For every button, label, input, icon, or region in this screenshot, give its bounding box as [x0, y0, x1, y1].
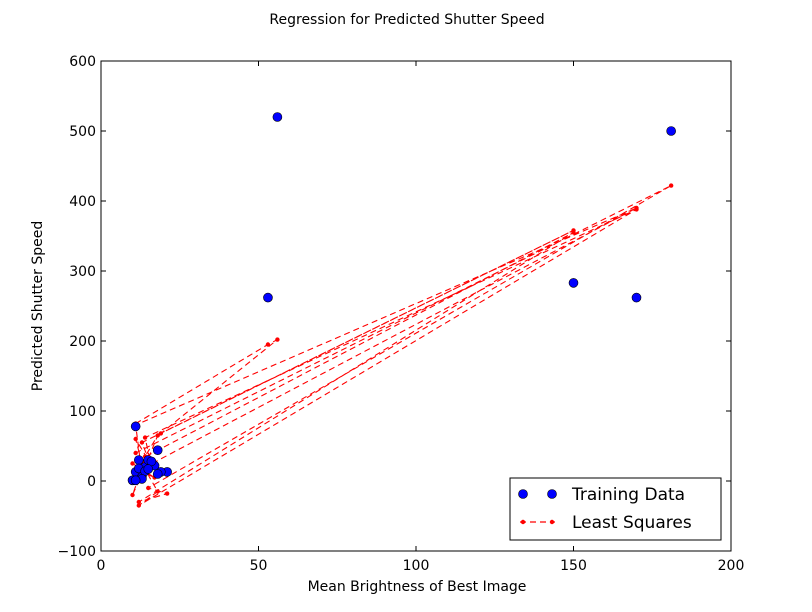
least-squares-point — [146, 485, 151, 491]
y-tick-label: 500 — [69, 124, 96, 140]
x-tick-label: 200 — [718, 558, 745, 574]
legend-training-label: Training Data — [571, 485, 685, 505]
data-layer — [127, 112, 676, 508]
legend: Training Data Least Squares — [509, 477, 722, 541]
least-squares-point — [571, 230, 576, 235]
training-point — [152, 469, 163, 479]
least-squares-point — [130, 492, 135, 498]
x-tick-label: 100 — [403, 558, 430, 574]
chart-title: Regression for Predicted Shutter Speed — [269, 12, 544, 28]
least-squares-point — [142, 435, 148, 440]
training-point — [631, 292, 642, 303]
least-squares-point — [155, 489, 160, 494]
x-axis-label: Mean Brightness of Best Image — [308, 579, 527, 595]
least-squares-point — [133, 436, 138, 442]
least-squares-point — [155, 433, 160, 438]
training-point — [272, 112, 283, 122]
x-tick-label: 0 — [97, 558, 106, 574]
training-point — [666, 126, 676, 136]
training-point — [263, 292, 273, 303]
legend-box — [509, 477, 722, 541]
legend-least-squares-marker-left — [520, 519, 526, 525]
legend-least-squares-label: Least Squares — [572, 513, 692, 533]
y-tick-label: 300 — [69, 264, 96, 280]
least-squares-point — [139, 440, 145, 445]
least-squares-point — [136, 499, 141, 505]
axes-frame — [100, 60, 732, 552]
training-point — [130, 421, 141, 432]
legend-training-marker-right — [547, 489, 557, 499]
training-point — [130, 475, 141, 486]
y-tick-label: 0 — [87, 474, 96, 490]
training-point — [134, 455, 144, 465]
least-squares-point — [133, 450, 138, 456]
y-tick-label: 100 — [69, 404, 96, 420]
training-point — [143, 464, 154, 474]
y-tick-label: 400 — [69, 194, 96, 210]
training-point — [568, 278, 579, 288]
y-tick-label: 600 — [69, 54, 96, 70]
x-tick-label: 50 — [250, 558, 268, 574]
least-squares-point — [136, 503, 141, 508]
least-squares-point — [164, 491, 170, 496]
least-squares-point — [130, 461, 135, 466]
legend-training-marker-left — [518, 489, 528, 499]
least-squares-point — [634, 205, 639, 211]
least-squares-point — [275, 337, 280, 342]
y-tick-label: −100 — [58, 544, 96, 560]
training-point — [152, 445, 163, 456]
y-axis-label: Predicted Shutter Speed — [30, 221, 46, 392]
least-squares-point — [265, 342, 271, 347]
y-tick-label: 200 — [69, 334, 96, 350]
legend-least-squares-marker-right — [549, 519, 555, 525]
least-squares-point — [158, 431, 164, 436]
least-squares-point — [668, 183, 674, 188]
x-tick-label: 150 — [560, 558, 587, 574]
